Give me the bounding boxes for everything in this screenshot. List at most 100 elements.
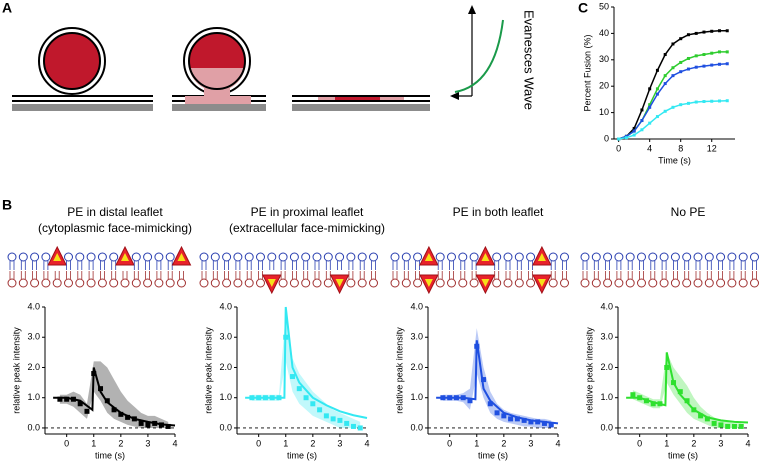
lipid-tail [729, 271, 735, 279]
lipid-tail [156, 261, 162, 270]
y-tick-label: 1.0 [600, 392, 613, 402]
data-point [663, 82, 667, 86]
lipid-head [18, 252, 28, 262]
lipid-head [278, 252, 288, 262]
y-tick-label: 2.0 [600, 362, 613, 372]
lipid-head [390, 278, 400, 288]
pe-core [481, 253, 490, 261]
lipid-head [435, 278, 445, 288]
data-point [663, 109, 667, 113]
lipid-tail [9, 271, 15, 279]
lipid-tail [179, 271, 184, 279]
lipid-tail [167, 271, 173, 279]
lipid-head [210, 278, 220, 288]
data-point [702, 53, 706, 57]
lipid-tail [122, 271, 128, 279]
y-tick-label: 2.0 [219, 362, 232, 372]
lipid-head [625, 278, 635, 288]
data-point [637, 395, 643, 401]
error-band [632, 352, 742, 428]
lipid-head [614, 252, 624, 262]
data-point [643, 398, 649, 404]
x-tick-label: 0 [637, 438, 642, 448]
x-tick-label: 4 [647, 143, 652, 153]
data-point [323, 413, 329, 419]
lipid-head [704, 252, 714, 262]
data-point [679, 60, 683, 64]
lipid-tail [415, 261, 420, 270]
lipid-tail [706, 261, 712, 270]
lipid-tail [258, 271, 263, 279]
lipid-tail [706, 271, 712, 279]
data-point [528, 419, 534, 425]
pe-core [177, 253, 186, 261]
data-point [158, 422, 164, 428]
lipid-tail [201, 271, 207, 279]
lipid-tail [673, 261, 678, 270]
pe-core [481, 279, 490, 287]
lipid-tail [20, 261, 26, 270]
x-axis-label: Time (s) [658, 155, 691, 165]
lipid-head [75, 252, 85, 262]
lipid-head [335, 252, 345, 262]
lipid-tail [246, 261, 252, 270]
data-point [640, 108, 644, 112]
data-point [650, 401, 656, 407]
lipid-head [693, 278, 703, 288]
lipid-head [682, 252, 692, 262]
lipid-head [109, 252, 119, 262]
y-tick-label: 0.0 [410, 422, 423, 432]
y-tick-label: 10 [599, 107, 609, 117]
panel-title: No PE [671, 205, 706, 219]
lipid-tail [77, 271, 83, 279]
lipid-tail [650, 271, 656, 279]
lipid-head [97, 252, 107, 262]
lipid-head [401, 278, 411, 288]
lipid-head [86, 278, 96, 288]
error-band [59, 361, 169, 428]
data-point [640, 128, 644, 132]
lipid-tail [235, 261, 241, 270]
y-tick-label: 50 [599, 1, 609, 11]
lipid-tail [639, 271, 644, 279]
x-tick-label: 4 [172, 438, 177, 448]
lipid-head [492, 278, 502, 288]
data-point [686, 67, 690, 71]
data-point [447, 395, 453, 401]
y-tick-label: 30 [599, 54, 609, 64]
x-tick-label: 3 [528, 438, 533, 448]
data-point [104, 398, 110, 404]
data-point [350, 423, 356, 429]
data-point [276, 395, 282, 401]
lipid-tail [562, 271, 567, 279]
data-point [686, 33, 690, 37]
data-point [671, 105, 675, 109]
lipid-head [120, 278, 130, 288]
lipid-tail [593, 261, 599, 270]
lipid-head [503, 278, 513, 288]
data-point [453, 395, 459, 401]
lipid-tail [752, 271, 757, 279]
data-point [738, 423, 744, 429]
data-point [671, 42, 675, 46]
lipid-tail [371, 261, 376, 270]
data-point [717, 62, 721, 66]
lipid-head [413, 252, 423, 262]
data-point [704, 416, 710, 422]
lipid-head [614, 278, 624, 288]
data-point [494, 410, 500, 416]
y-tick-label: 3.0 [219, 332, 232, 342]
lipid-head [64, 252, 73, 262]
lipid-tail [740, 271, 746, 279]
lipid-tail [449, 271, 454, 279]
lipid-tail [437, 261, 443, 270]
lipid-tail [616, 261, 622, 270]
lipid-head [165, 252, 175, 262]
data-point [617, 137, 621, 141]
data-point [262, 395, 268, 401]
lipid-tail [627, 261, 633, 270]
lipid-head [447, 252, 456, 262]
data-point [317, 407, 323, 413]
x-tick-label: 2 [501, 438, 506, 448]
lipid-tail [133, 271, 139, 279]
